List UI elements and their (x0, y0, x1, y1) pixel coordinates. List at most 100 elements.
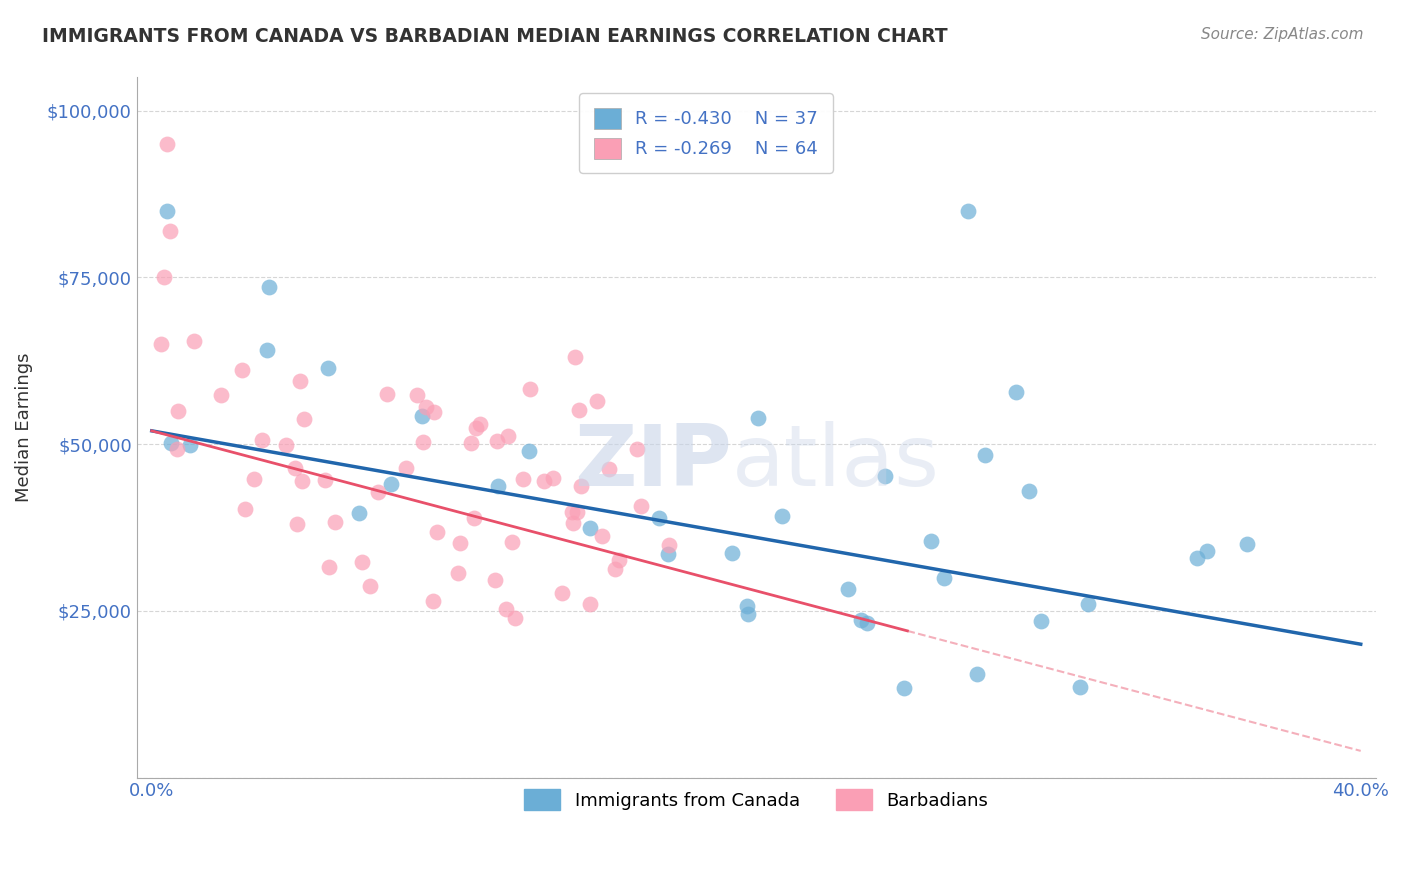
Text: ZIP: ZIP (574, 421, 731, 504)
Point (932, 571, 955, 585)
Point (316, 361, 339, 376)
Point (375, 387, 398, 401)
Point (541, 471, 564, 485)
Point (423, 405, 446, 419)
Point (856, 615, 879, 630)
Point (183, 334, 205, 348)
Point (250, 434, 273, 448)
Point (837, 582, 859, 596)
Point (411, 409, 433, 424)
Point (285, 516, 308, 531)
Point (350, 555, 373, 569)
Point (721, 546, 744, 560)
Point (737, 599, 759, 614)
Point (579, 520, 602, 534)
Text: IMMIGRANTS FROM CANADA VS BARBADIAN MEDIAN EARNINGS CORRELATION CHART: IMMIGRANTS FROM CANADA VS BARBADIAN MEDI… (42, 27, 948, 45)
Point (395, 460, 418, 475)
Point (159, 224, 181, 238)
Point (605, 562, 627, 576)
Point (893, 681, 915, 695)
Point (585, 393, 607, 408)
Point (314, 473, 336, 487)
Point (426, 524, 449, 539)
Point (956, 203, 979, 218)
Point (1069, 681, 1091, 695)
Point (658, 538, 681, 552)
Point (503, 611, 526, 625)
Point (347, 506, 370, 520)
Point (153, 270, 176, 285)
Point (501, 534, 523, 549)
Point (209, 388, 232, 402)
Point (449, 535, 471, 549)
Point (1029, 614, 1052, 628)
Point (367, 484, 389, 499)
Point (565, 505, 588, 519)
Point (359, 579, 381, 593)
Point (415, 400, 437, 414)
Point (1077, 597, 1099, 611)
Point (166, 442, 188, 457)
Point (1236, 537, 1258, 551)
Point (422, 594, 444, 608)
Point (465, 421, 488, 435)
Point (568, 403, 591, 417)
Point (747, 410, 769, 425)
Point (486, 478, 509, 492)
Point (468, 417, 491, 432)
Point (657, 547, 679, 561)
Point (1197, 544, 1219, 558)
Point (591, 529, 613, 543)
Point (291, 475, 314, 489)
Point (770, 508, 793, 523)
Text: atlas: atlas (731, 421, 939, 504)
Point (648, 511, 671, 525)
Point (149, 337, 172, 351)
Point (598, 462, 620, 476)
Point (256, 343, 278, 357)
Point (243, 472, 266, 486)
Point (460, 436, 482, 450)
Point (1004, 384, 1026, 399)
Point (551, 586, 574, 600)
Point (626, 442, 648, 456)
Point (259, 280, 281, 294)
Point (564, 350, 586, 364)
Point (463, 510, 485, 524)
Point (380, 477, 402, 491)
Point (561, 505, 583, 519)
Y-axis label: Median Earnings: Median Earnings (15, 352, 32, 502)
Point (966, 667, 988, 681)
Point (447, 566, 470, 580)
Point (233, 501, 256, 516)
Point (512, 472, 534, 486)
Point (974, 448, 997, 462)
Point (405, 388, 427, 402)
Point (231, 362, 253, 376)
Point (607, 553, 630, 567)
Point (737, 607, 759, 622)
Legend: Immigrants from Canada, Barbadians: Immigrants from Canada, Barbadians (510, 775, 1002, 824)
Point (284, 461, 307, 475)
Point (1018, 483, 1040, 498)
Point (288, 374, 311, 388)
Point (323, 515, 346, 529)
Point (318, 560, 340, 574)
Text: Source: ZipAtlas.com: Source: ZipAtlas.com (1201, 27, 1364, 42)
Point (486, 434, 509, 449)
Point (849, 613, 872, 627)
Point (292, 412, 315, 426)
Point (166, 404, 188, 418)
Point (561, 516, 583, 530)
Point (156, 137, 179, 152)
Point (1185, 550, 1208, 565)
Point (873, 468, 896, 483)
Point (920, 533, 942, 548)
Point (569, 479, 592, 493)
Point (496, 429, 519, 443)
Point (630, 500, 652, 514)
Point (519, 382, 541, 396)
Point (160, 436, 183, 450)
Point (495, 602, 517, 616)
Point (484, 573, 506, 587)
